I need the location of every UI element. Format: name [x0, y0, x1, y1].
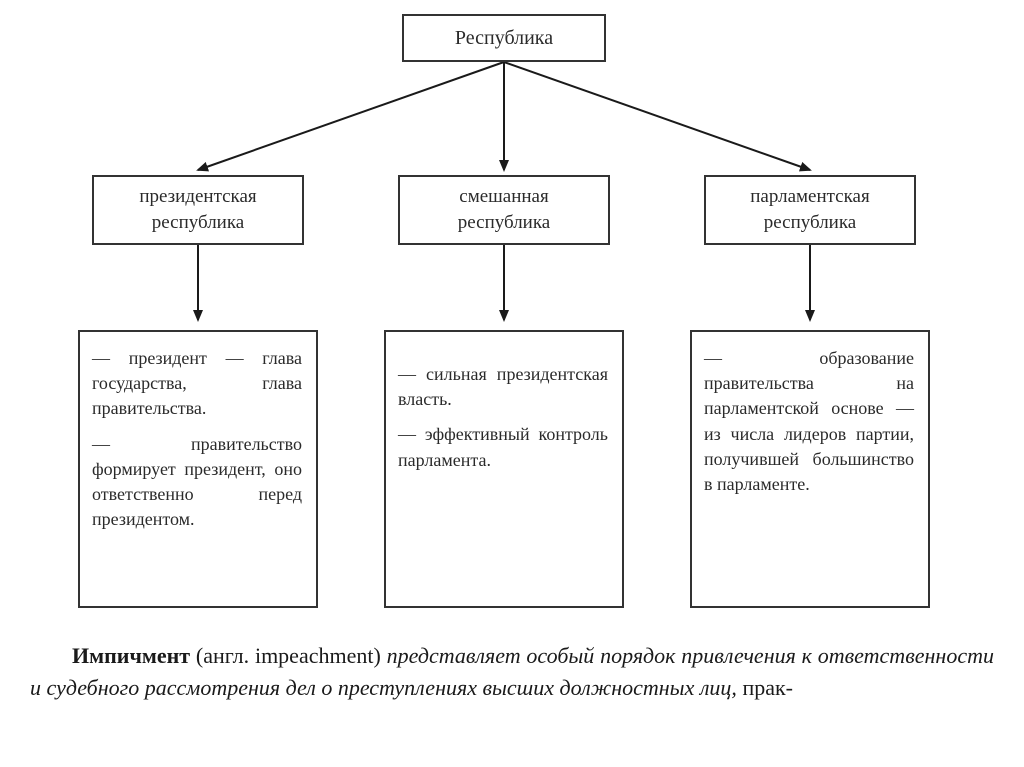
- detail-box-mixed: — сильная президентская власть. — эффект…: [384, 330, 624, 608]
- type-node-mixed: смешанная республика: [398, 175, 610, 245]
- detail-item: — образование правительства на парламент…: [704, 346, 914, 497]
- type-label: президентская республика: [108, 184, 288, 235]
- root-label: Республика: [455, 27, 553, 50]
- detail-item: — эффективный контроль парламента.: [398, 422, 608, 472]
- type-node-presidential: президентская республика: [92, 175, 304, 245]
- detail-item: — президент — глава государства, глава п…: [92, 346, 302, 422]
- root-node: Республика: [402, 14, 606, 62]
- detail-box-parliamentary: — образование правительства на парламент…: [690, 330, 930, 608]
- detail-box-presidential: — президент — глава государства, глава п…: [78, 330, 318, 608]
- republic-diagram: Республика президентская республика смеш…: [0, 0, 1024, 630]
- footnote-tail: прак-: [737, 675, 793, 700]
- detail-item: — правительство формирует президент, оно…: [92, 432, 302, 533]
- footnote-text: Импичмент (англ. impeachment) представля…: [30, 640, 994, 704]
- footnote-bold: Импичмент: [72, 643, 190, 668]
- type-label: парламентская республика: [720, 184, 900, 235]
- footnote-paren: (англ. impeachment): [190, 643, 387, 668]
- type-label: смешанная республика: [414, 184, 594, 235]
- detail-item: — сильная президентская власть.: [398, 362, 608, 412]
- type-node-parliamentary: парламентская республика: [704, 175, 916, 245]
